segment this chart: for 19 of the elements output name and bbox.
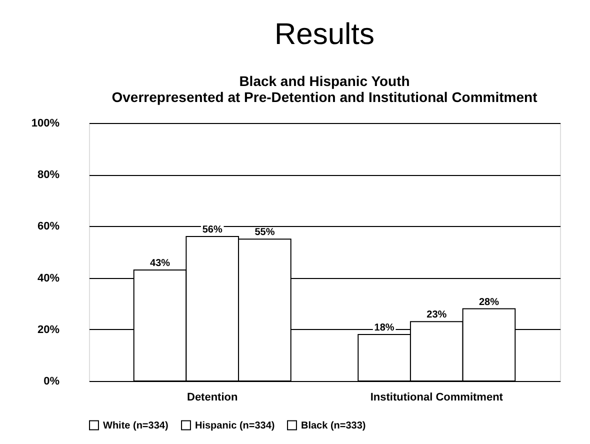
y-tick-label: 60% [37,220,60,233]
data-label: 28% [478,296,500,308]
x-tick-label: Institutional Commitment [370,392,504,404]
legend-label: Hispanic (n=334) [195,420,275,432]
data-label: 55% [254,227,275,238]
chart-title: Results [274,18,375,51]
data-label: 23% [426,310,447,321]
data-label: 18% [374,322,394,334]
x-tick-label: Detention [186,392,238,404]
y-tick-label: 40% [37,272,60,284]
data-label: 56% [202,224,222,236]
y-tick-label: 0% [44,376,60,388]
legend-label: Black (n=333) [301,420,366,432]
y-tick-label: 80% [37,169,60,182]
y-tick-label: 20% [37,324,60,336]
legend-label: White (n=334) [103,420,168,432]
chart-subtitle: Black and Hispanic Youth Overrepresented at Pre-Detention and Institutional Commitment [112,73,538,105]
data-label: 43% [150,258,170,270]
y-tick-label: 100% [31,118,60,130]
